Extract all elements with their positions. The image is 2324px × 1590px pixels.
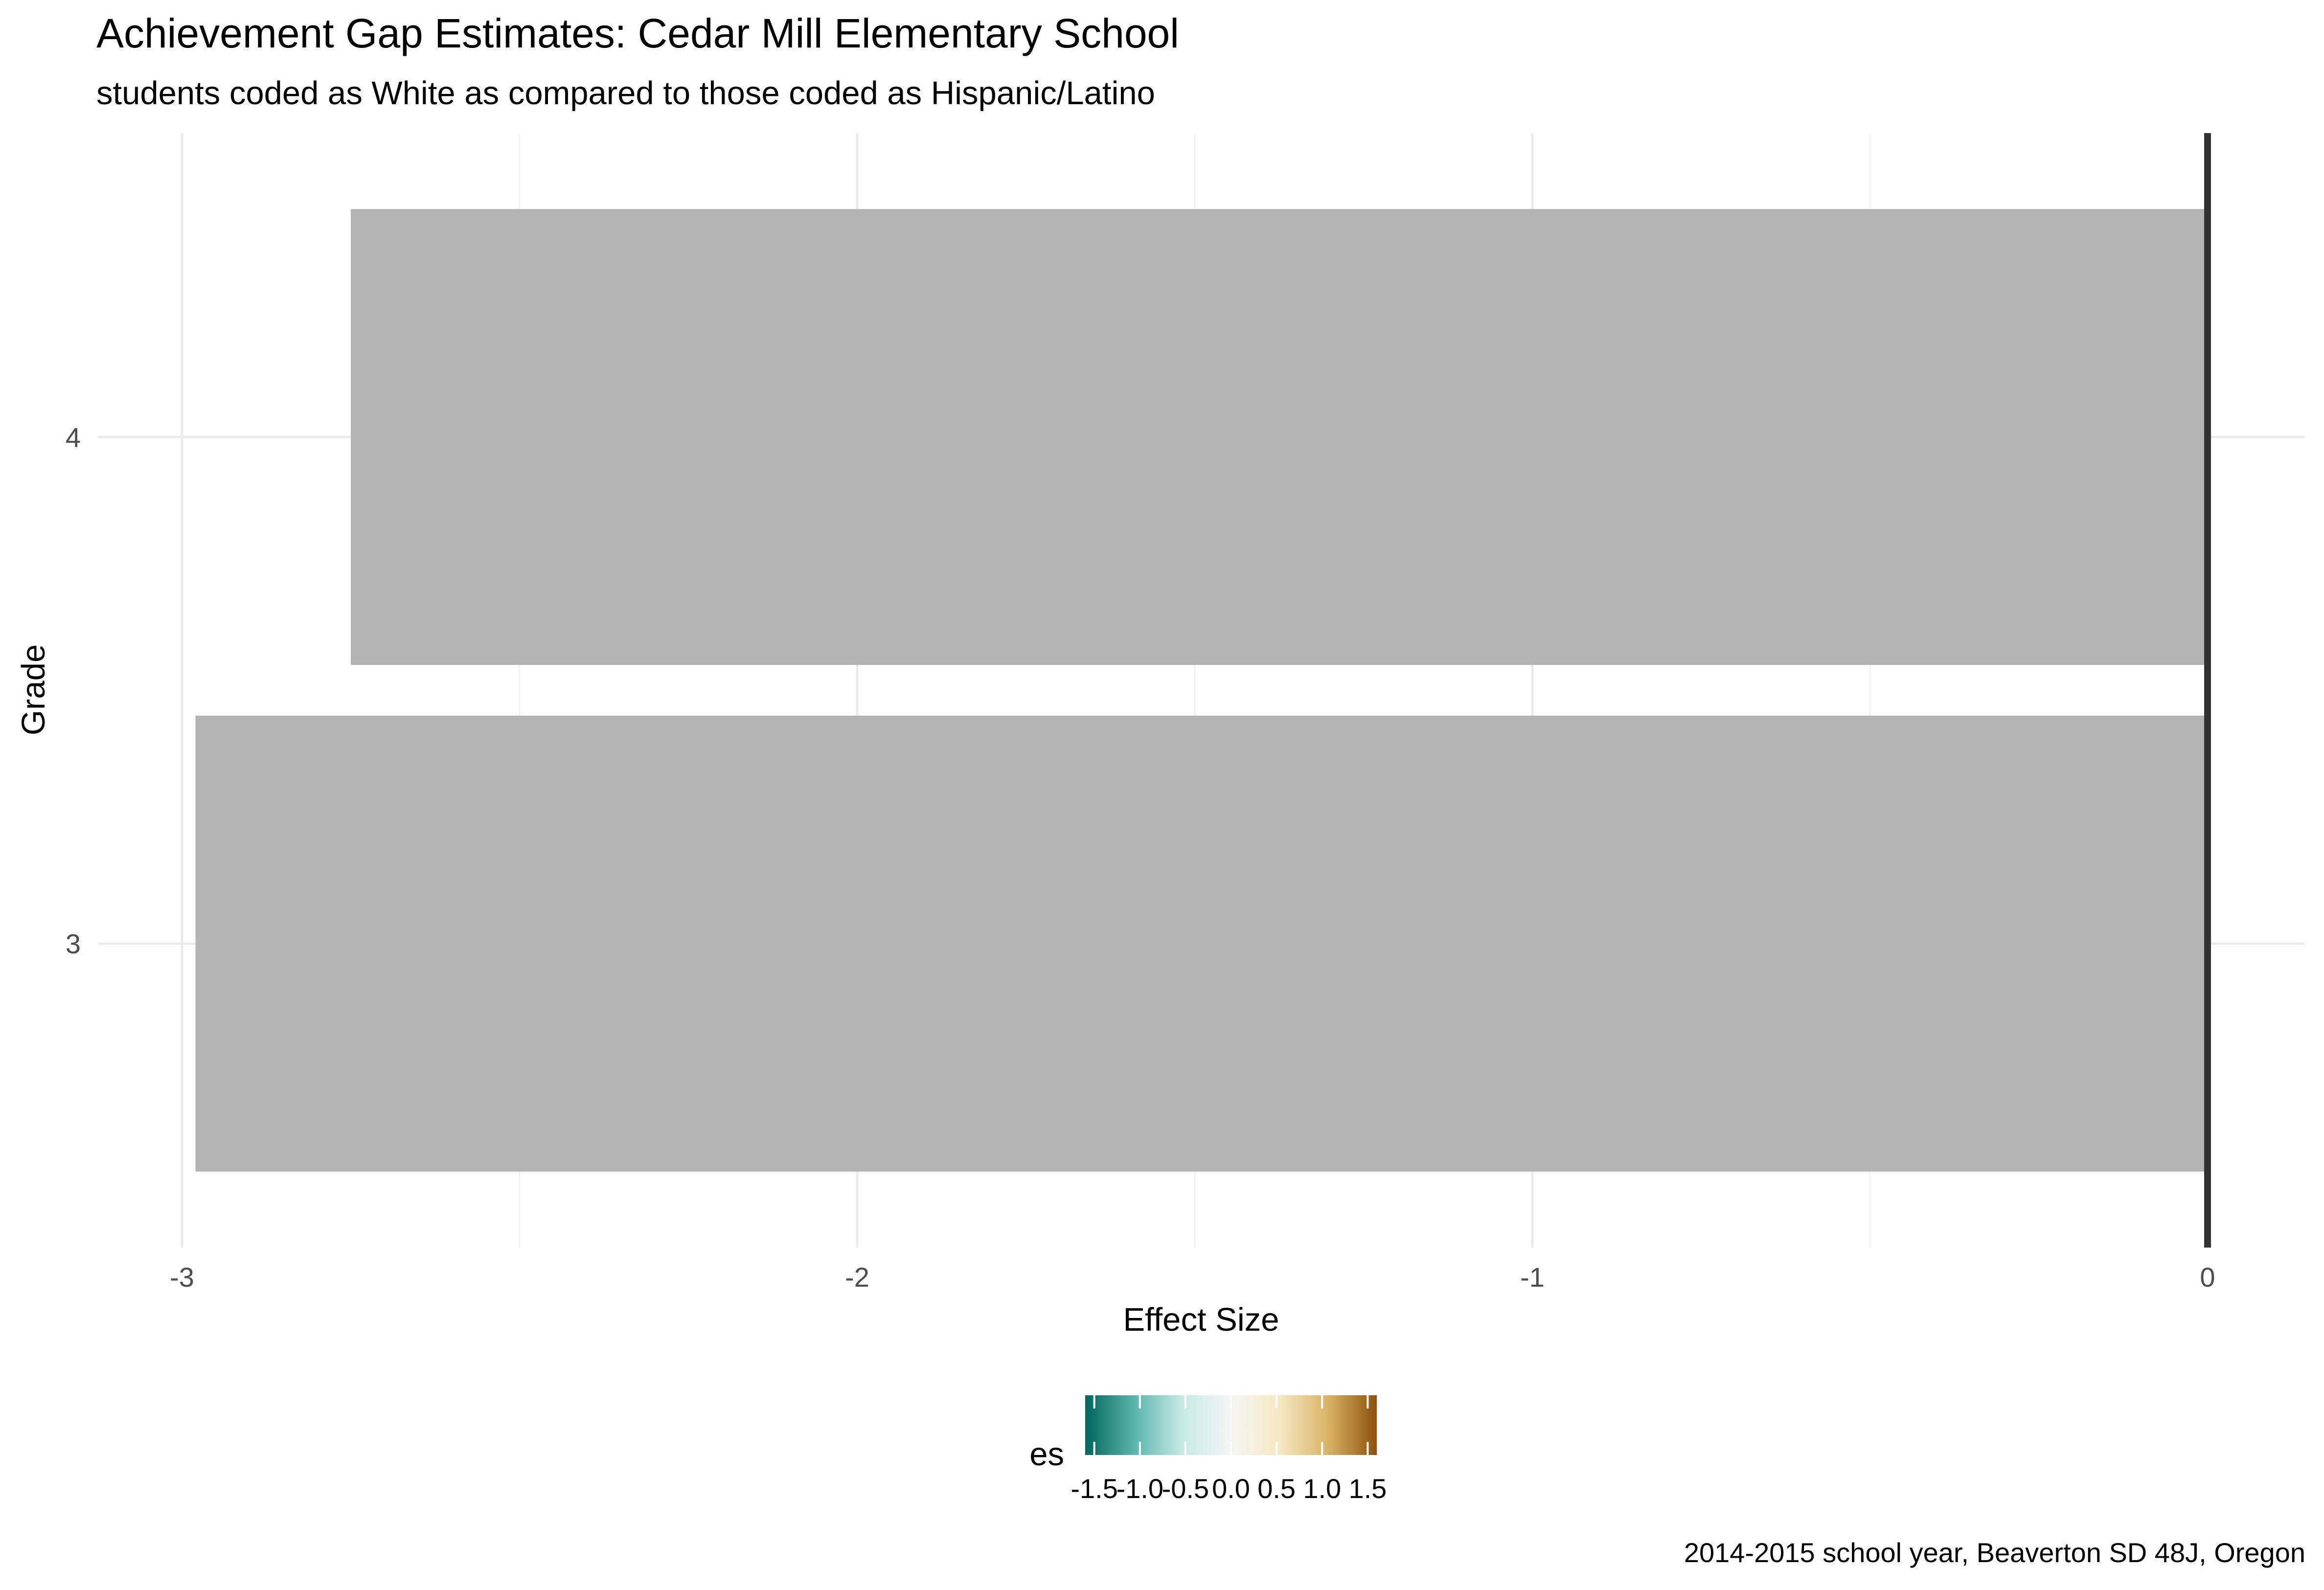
bar-grade-4 <box>351 209 2208 665</box>
legend-tick-label: 0.0 <box>1212 1473 1250 1504</box>
legend-title: es <box>1029 1436 1064 1473</box>
legend-tick-label: 1.0 <box>1303 1473 1341 1504</box>
chart-caption: 2014-2015 school year, Beaverton SD 48J,… <box>1684 1537 2305 1568</box>
bars <box>195 209 2208 1172</box>
legend-tick-label: -0.5 <box>1162 1473 1209 1504</box>
legend-tick-label: -1.5 <box>1071 1473 1118 1504</box>
axes: -3 -2 -1 0 3 4 <box>66 133 2215 1293</box>
x-tick-label: -1 <box>1520 1262 1545 1293</box>
chart-subtitle: students coded as White as compared to t… <box>96 75 1155 112</box>
x-axis-title: Effect Size <box>1123 1301 1279 1338</box>
y-tick-label: 4 <box>66 422 81 453</box>
legend-tick-label: 0.5 <box>1257 1473 1296 1504</box>
legend-tick-label: 1.5 <box>1348 1473 1387 1504</box>
x-tick-label: -3 <box>170 1262 194 1293</box>
y-axis-title: Grade <box>15 644 52 735</box>
legend-tick-label: -1.0 <box>1116 1473 1164 1504</box>
color-legend: es -1.5-1.0-0.5 0.0 0.5 1.0 1.5 <box>1029 1395 1387 1504</box>
bar-grade-3 <box>195 715 2208 1172</box>
legend-ticks: -1.5-1.0-0.5 0.0 0.5 1.0 1.5 <box>1071 1395 1387 1504</box>
x-tick-label: 0 <box>2200 1262 2215 1293</box>
x-tick-label: -2 <box>845 1262 869 1293</box>
y-tick-label: 3 <box>66 929 81 959</box>
chart-title: Achievement Gap Estimates: Cedar Mill El… <box>96 10 1179 56</box>
